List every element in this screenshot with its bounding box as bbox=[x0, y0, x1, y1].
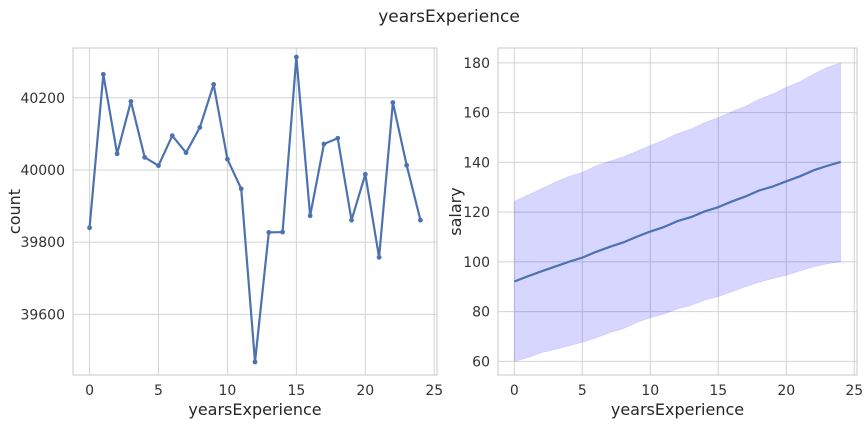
count-chart-panel: 0 5 10 15 20 25 39600 39800 40000 40200 yearsExper… bbox=[5, 47, 443, 419]
count-data-point bbox=[390, 100, 396, 105]
grid-lines bbox=[498, 48, 857, 375]
count-data-point bbox=[280, 229, 285, 235]
x-tick-label: 20 bbox=[356, 383, 374, 399]
count-data-point bbox=[418, 217, 423, 223]
x-tick-label: 0 bbox=[510, 383, 519, 399]
x-axis-label: yearsExperience bbox=[611, 400, 744, 419]
y-tick-label: 40200 bbox=[20, 91, 65, 107]
y-tick-label: 80 bbox=[472, 305, 490, 321]
count-data-point bbox=[211, 82, 217, 87]
y-tick-label: 60 bbox=[472, 354, 490, 370]
count-data-point bbox=[349, 217, 354, 223]
count-data-point bbox=[169, 133, 175, 139]
count-data-point bbox=[238, 186, 244, 192]
count-series-markers bbox=[87, 54, 423, 365]
salary-band bbox=[513, 62, 842, 362]
y-tick-label: 140 bbox=[463, 155, 490, 171]
count-data-point bbox=[335, 135, 341, 141]
y-tick-label: 180 bbox=[463, 56, 490, 72]
y-tick-label: 120 bbox=[463, 205, 490, 221]
count-data-point bbox=[266, 230, 272, 235]
x-tick-label: 10 bbox=[641, 383, 659, 399]
y-tick-label: 39600 bbox=[20, 307, 65, 323]
x-tick-label: 25 bbox=[845, 383, 863, 399]
x-tick-labels: 0 5 10 15 20 25 bbox=[510, 383, 863, 399]
figure-title: yearsExperience bbox=[378, 7, 520, 27]
count-data-point bbox=[128, 99, 134, 104]
grid-lines bbox=[73, 48, 437, 375]
x-tick-label: 10 bbox=[219, 383, 237, 399]
y-tick-labels: 60 80 100 120 140 160 180 bbox=[463, 56, 490, 370]
count-data-point bbox=[404, 162, 410, 168]
count-data-point bbox=[100, 71, 106, 77]
plot-frame bbox=[72, 47, 438, 376]
y-tick-labels: 39600 39800 40000 40200 bbox=[20, 91, 65, 324]
y-tick-label: 160 bbox=[463, 106, 490, 122]
count-data-point bbox=[321, 141, 327, 147]
x-tick-labels: 0 5 10 15 20 25 bbox=[85, 383, 443, 399]
y-tick-label: 100 bbox=[463, 255, 490, 271]
x-tick-label: 5 bbox=[578, 383, 587, 399]
count-data-point bbox=[156, 163, 161, 169]
x-tick-label: 15 bbox=[287, 383, 305, 399]
x-tick-label: 25 bbox=[425, 383, 443, 399]
count-data-point bbox=[197, 125, 203, 130]
count-data-point bbox=[183, 150, 189, 156]
salary-chart-panel: 0 5 10 15 20 25 60 80 100 120 140 160 180 yearsExperi… bbox=[446, 47, 863, 419]
count-data-point bbox=[114, 151, 120, 157]
count-data-point bbox=[293, 54, 299, 60]
count-data-point bbox=[225, 156, 230, 162]
x-axis-label: yearsExperience bbox=[188, 400, 321, 419]
x-tick-label: 15 bbox=[709, 383, 727, 399]
y-axis-label: count bbox=[5, 189, 24, 234]
count-data-point bbox=[252, 359, 258, 365]
y-tick-label: 39800 bbox=[20, 235, 65, 251]
plot-frame bbox=[497, 47, 858, 376]
x-tick-label: 0 bbox=[85, 383, 94, 399]
y-tick-label: 40000 bbox=[20, 163, 65, 179]
count-data-point bbox=[307, 213, 313, 219]
count-data-point bbox=[142, 154, 148, 160]
salary-mean-line bbox=[513, 160, 841, 283]
x-tick-label: 20 bbox=[777, 383, 795, 399]
count-data-point bbox=[87, 225, 92, 231]
count-data-point bbox=[376, 254, 382, 260]
x-tick-label: 5 bbox=[154, 383, 163, 399]
count-series-line bbox=[88, 55, 422, 364]
count-data-point bbox=[362, 171, 368, 177]
y-axis-label: salary bbox=[446, 187, 465, 235]
